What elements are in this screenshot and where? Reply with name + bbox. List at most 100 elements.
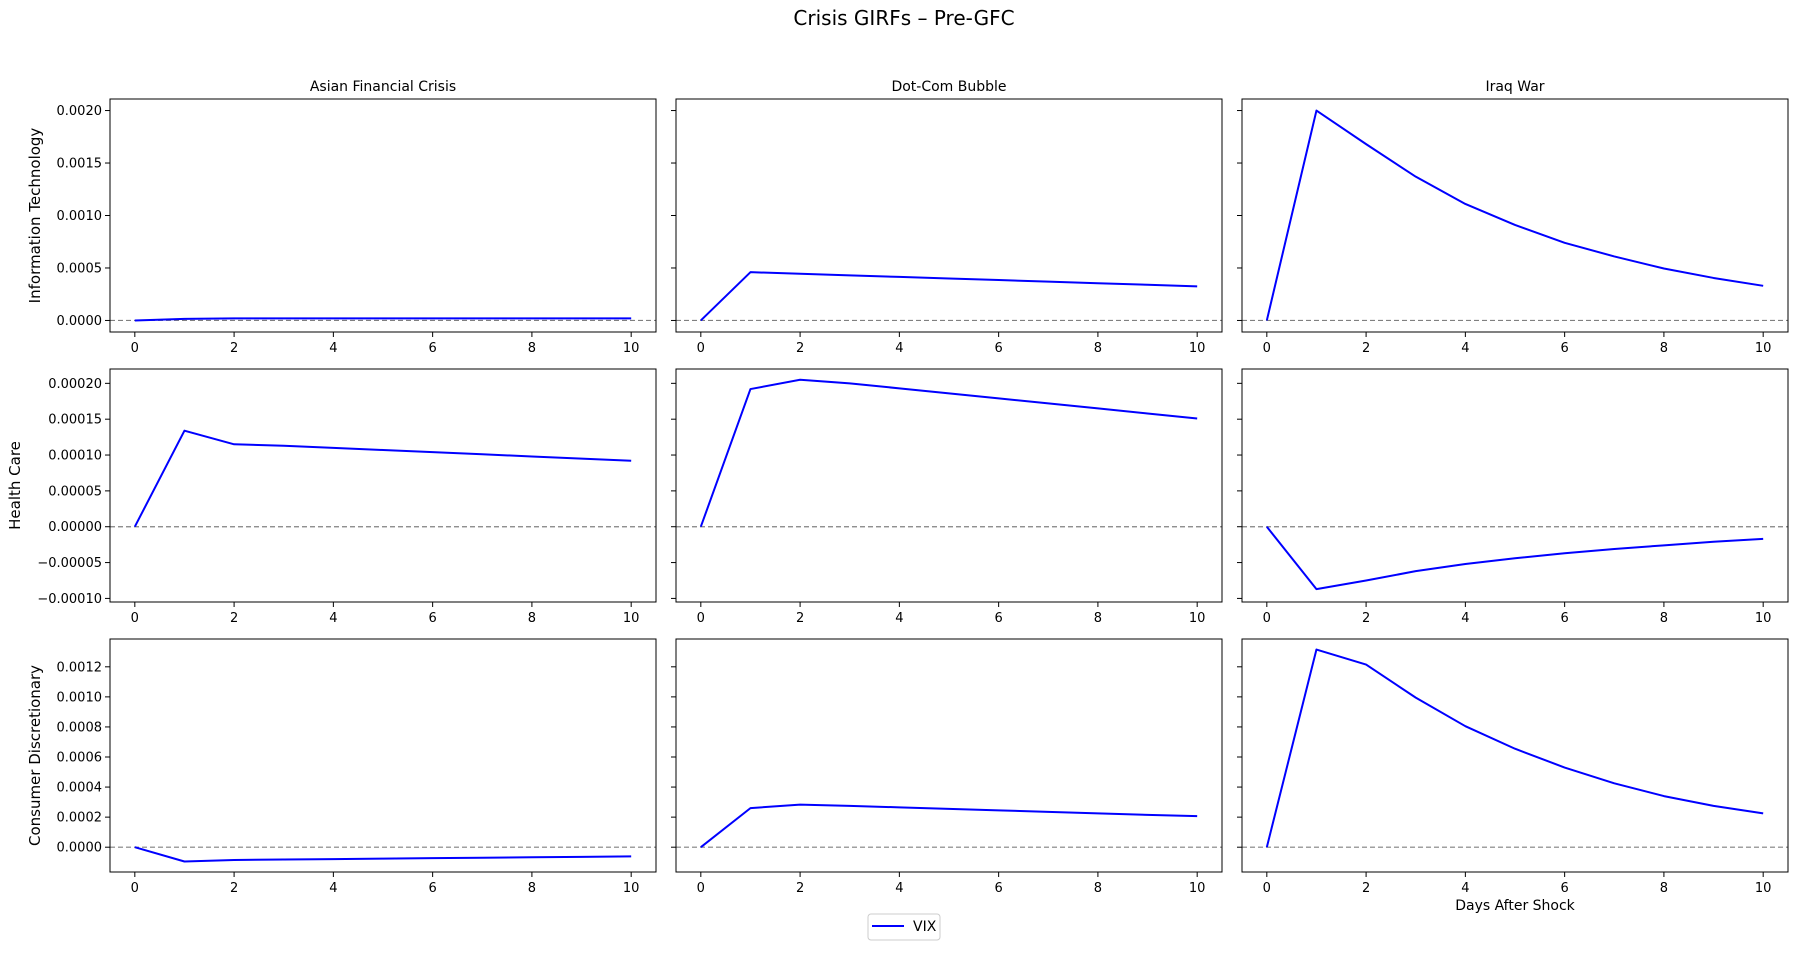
series-line-vix (134, 317, 632, 322)
y-tick-label: 0.0015 (57, 157, 103, 172)
x-tick-label: 8 (528, 611, 536, 626)
subplot-title: Asian Financial Crisis (310, 79, 456, 95)
axes-frame (109, 638, 657, 873)
x-tick-label: 6 (1560, 611, 1568, 626)
x-tick-label: 4 (1461, 341, 1469, 356)
x-tick-label: 2 (796, 881, 804, 896)
x-tick-label: 8 (1094, 881, 1102, 896)
x-tick-label: 10 (1755, 341, 1772, 356)
x-tick-label: 6 (1560, 881, 1568, 896)
subplot-title: Dot-Com Bubble (891, 79, 1006, 95)
y-tick-label: 0.00015 (48, 413, 102, 428)
subplot-title: Iraq War (1485, 79, 1544, 95)
x-tick-label: 0 (131, 341, 139, 356)
x-tick-label: 2 (230, 341, 238, 356)
series-line-vix (133, 429, 632, 528)
x-tick-label: 10 (1189, 611, 1206, 626)
series-line-vix (1266, 526, 1764, 591)
axes-frame (1241, 368, 1789, 603)
x-tick-label: 2 (1362, 611, 1370, 626)
axes-frame (675, 98, 1223, 333)
x-tick-label: 4 (1461, 611, 1469, 626)
x-tick-label: 10 (1755, 881, 1772, 896)
x-tick-label: 2 (230, 611, 238, 626)
x-tick-label: 2 (1362, 341, 1370, 356)
x-tick-label: 4 (895, 341, 903, 356)
subplot-0-0: 0 2 4 6 8 10 0.0000 0.0005 0.0010 0.0015 0.0020 Asi… (26, 79, 657, 356)
x-tick-label: 8 (1094, 341, 1102, 356)
series-line-vix (1265, 648, 1764, 848)
axes-frame (1241, 638, 1789, 873)
subplot-1-1: 0 2 4 6 8 10 (671, 368, 1223, 626)
y-tick-label: 0.0010 (57, 690, 103, 705)
x-tick-label: 8 (1660, 881, 1668, 896)
y-tick-label: 0.0010 (57, 209, 103, 224)
y-tick-label: 0.0005 (57, 261, 103, 276)
x-tick-label: 0 (697, 881, 705, 896)
x-tick-label: 6 (428, 881, 436, 896)
axes-frame (109, 368, 657, 603)
x-tick-label: 0 (1263, 341, 1271, 356)
figure-title: Crisis GIRFs – Pre-GFC (793, 6, 1014, 30)
legend: VIX (867, 913, 941, 941)
y-tick-label: 0.00020 (48, 377, 102, 392)
x-tick-label: 10 (623, 611, 640, 626)
x-tick-label: 8 (1660, 341, 1668, 356)
x-tick-label: 8 (1660, 611, 1668, 626)
series-line-vix (700, 271, 1198, 322)
x-tick-label: 0 (1263, 611, 1271, 626)
y-tick-label: 0.0020 (57, 104, 103, 119)
x-tick-label: 6 (994, 341, 1002, 356)
x-tick-label: 10 (1755, 611, 1772, 626)
y-tick-label: 0.0000 (57, 314, 103, 329)
axes-frame (675, 368, 1223, 603)
y-tick-label: 0.00005 (48, 484, 102, 499)
y-tick-label: 0.0004 (57, 781, 103, 796)
x-tick-label: 4 (329, 341, 337, 356)
x-tick-label: 4 (1461, 881, 1469, 896)
x-tick-label: 10 (1189, 341, 1206, 356)
x-axis-label: Days After Shock (1455, 898, 1575, 914)
y-tick-label: 0.00010 (48, 449, 102, 464)
x-tick-label: 10 (1189, 881, 1206, 896)
x-tick-label: 4 (329, 611, 337, 626)
subplot-0-2: 0 2 4 6 8 10 Iraq War (1237, 79, 1789, 356)
x-tick-label: 0 (131, 881, 139, 896)
subplot-2-1: 0 2 4 6 8 10 (671, 638, 1223, 896)
x-tick-label: 0 (1263, 881, 1271, 896)
y-axis-label: Health Care (6, 441, 24, 530)
axes-frame (109, 98, 657, 333)
x-tick-label: 4 (895, 881, 903, 896)
y-tick-label: −0.00005 (37, 556, 102, 571)
legend-label: VIX (913, 919, 937, 935)
y-tick-label: 0.0006 (57, 751, 103, 766)
x-tick-label: 2 (230, 881, 238, 896)
x-tick-label: 4 (329, 881, 337, 896)
x-tick-label: 0 (131, 611, 139, 626)
y-tick-label: 0.0012 (57, 660, 103, 675)
y-tick-label: 0.00000 (48, 520, 102, 535)
x-tick-label: 0 (697, 341, 705, 356)
x-tick-label: 6 (1560, 341, 1568, 356)
subplot-2-0: 0 2 4 6 8 10 0.0000 0.0002 0.0004 0.0006 0.0008 0.0… (26, 638, 657, 896)
x-tick-label: 0 (697, 611, 705, 626)
axes-frame (675, 638, 1223, 873)
subplot-0-1: 0 2 4 6 8 10 Dot-Com Bubble (671, 79, 1223, 356)
series-line-vix (699, 378, 1198, 528)
x-tick-label: 2 (796, 341, 804, 356)
series-line-vix (700, 803, 1198, 848)
x-tick-label: 6 (428, 341, 436, 356)
y-tick-label: −0.00010 (37, 592, 102, 607)
x-tick-label: 10 (623, 341, 640, 356)
y-tick-label: 0.0002 (57, 811, 103, 826)
x-tick-label: 6 (994, 611, 1002, 626)
x-tick-label: 8 (1094, 611, 1102, 626)
series-line-vix (1265, 109, 1764, 321)
x-tick-label: 10 (623, 881, 640, 896)
subplot-grid: 0 2 4 6 8 10 0.0000 0.0005 0.0010 0.0015 0.0020 Asi… (6, 79, 1789, 914)
y-axis-label: Information Technology (26, 128, 44, 304)
x-tick-label: 6 (994, 881, 1002, 896)
x-tick-label: 4 (895, 611, 903, 626)
